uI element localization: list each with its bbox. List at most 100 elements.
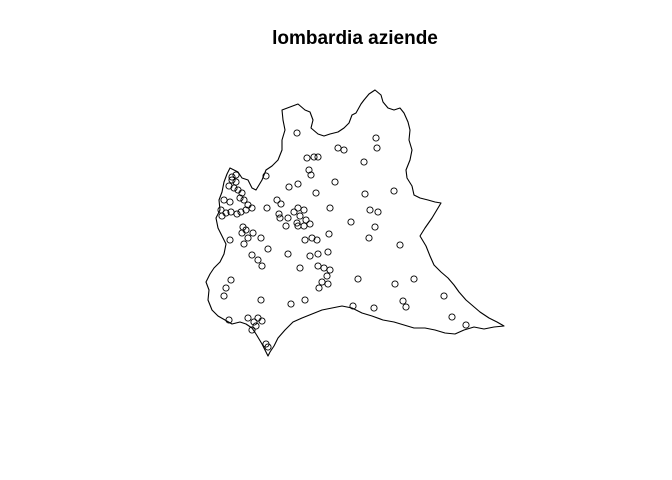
azienda-point xyxy=(305,166,313,174)
azienda-point xyxy=(448,313,456,321)
azienda-point xyxy=(410,275,418,283)
azienda-point xyxy=(301,236,309,244)
azienda-point xyxy=(244,314,252,322)
azienda-point xyxy=(361,190,369,198)
azienda-point xyxy=(294,180,302,188)
azienda-point xyxy=(225,316,233,324)
azienda-point xyxy=(236,194,244,202)
azienda-point xyxy=(331,178,339,186)
azienda-point xyxy=(285,183,293,191)
azienda-point xyxy=(325,230,333,238)
azienda-point xyxy=(391,280,399,288)
azienda-point xyxy=(349,302,357,310)
azienda-point xyxy=(314,262,322,270)
azienda-point xyxy=(326,266,334,274)
azienda-point xyxy=(390,187,398,195)
azienda-point xyxy=(240,240,248,248)
azienda-point xyxy=(399,297,407,305)
azienda-point xyxy=(277,200,285,208)
azienda-point xyxy=(248,251,256,259)
azienda-point xyxy=(254,256,262,264)
azienda-point xyxy=(366,206,374,214)
azienda-point xyxy=(284,250,292,258)
azienda-point xyxy=(226,198,234,206)
azienda-point xyxy=(228,173,236,181)
azienda-point xyxy=(244,234,252,242)
azienda-point xyxy=(334,144,342,152)
azienda-point xyxy=(237,208,245,216)
azienda-point xyxy=(310,153,318,161)
azienda-point xyxy=(308,234,316,242)
azienda-point xyxy=(360,158,368,166)
azienda-point xyxy=(264,343,272,351)
azienda-point xyxy=(264,245,272,253)
azienda-point xyxy=(284,214,292,222)
azienda-point xyxy=(347,218,355,226)
azienda-point xyxy=(222,284,230,292)
azienda-point xyxy=(462,321,470,329)
azienda-point xyxy=(313,236,321,244)
azienda-point xyxy=(302,216,310,224)
azienda-point xyxy=(257,234,265,242)
azienda-point xyxy=(300,222,308,230)
azienda-point xyxy=(301,296,309,304)
azienda-point xyxy=(440,292,448,300)
azienda-point xyxy=(402,303,410,311)
azienda-point xyxy=(232,171,240,179)
azienda-point xyxy=(263,204,271,212)
azienda-point xyxy=(249,229,257,237)
azienda-point xyxy=(228,176,236,184)
azienda-point xyxy=(296,264,304,272)
azienda-point xyxy=(225,182,233,190)
azienda-point xyxy=(396,241,404,249)
azienda-point xyxy=(318,278,326,286)
azienda-point xyxy=(250,318,258,326)
azienda-point xyxy=(320,264,328,272)
azienda-point xyxy=(300,206,308,214)
azienda-points xyxy=(217,129,470,351)
azienda-point xyxy=(276,214,284,222)
azienda-point xyxy=(296,212,304,220)
azienda-point xyxy=(242,206,250,214)
azienda-point xyxy=(324,248,332,256)
azienda-point xyxy=(294,204,302,212)
azienda-point xyxy=(340,146,348,154)
azienda-point xyxy=(372,134,380,142)
azienda-point xyxy=(374,208,382,216)
azienda-point xyxy=(227,276,235,284)
azienda-point xyxy=(220,292,228,300)
azienda-point xyxy=(370,304,378,312)
azienda-point xyxy=(226,236,234,244)
azienda-point xyxy=(365,234,373,242)
azienda-point xyxy=(275,210,283,218)
azienda-point xyxy=(258,262,266,270)
azienda-point xyxy=(233,210,241,218)
azienda-point xyxy=(293,219,301,227)
azienda-point xyxy=(307,171,315,179)
azienda-point xyxy=(373,144,381,152)
azienda-point xyxy=(230,184,238,192)
azienda-point xyxy=(354,275,362,283)
azienda-point xyxy=(252,322,260,330)
azienda-point xyxy=(314,250,322,258)
map-title: lombardia aziende xyxy=(272,28,438,49)
azienda-point xyxy=(371,223,379,231)
azienda-point xyxy=(293,129,301,137)
azienda-point xyxy=(315,284,323,292)
azienda-point xyxy=(273,196,281,204)
azienda-point xyxy=(303,154,311,162)
azienda-point xyxy=(326,204,334,212)
azienda-point xyxy=(218,212,226,220)
azienda-point xyxy=(282,222,290,230)
azienda-point xyxy=(306,220,314,228)
azienda-point xyxy=(287,300,295,308)
azienda-point xyxy=(323,272,331,280)
azienda-point xyxy=(248,326,256,334)
lombardia-region-outline xyxy=(205,89,505,357)
azienda-point xyxy=(312,189,320,197)
azienda-point xyxy=(238,189,246,197)
azienda-point xyxy=(294,222,302,230)
azienda-point xyxy=(324,280,332,288)
azienda-point xyxy=(240,196,248,204)
azienda-point xyxy=(257,296,265,304)
